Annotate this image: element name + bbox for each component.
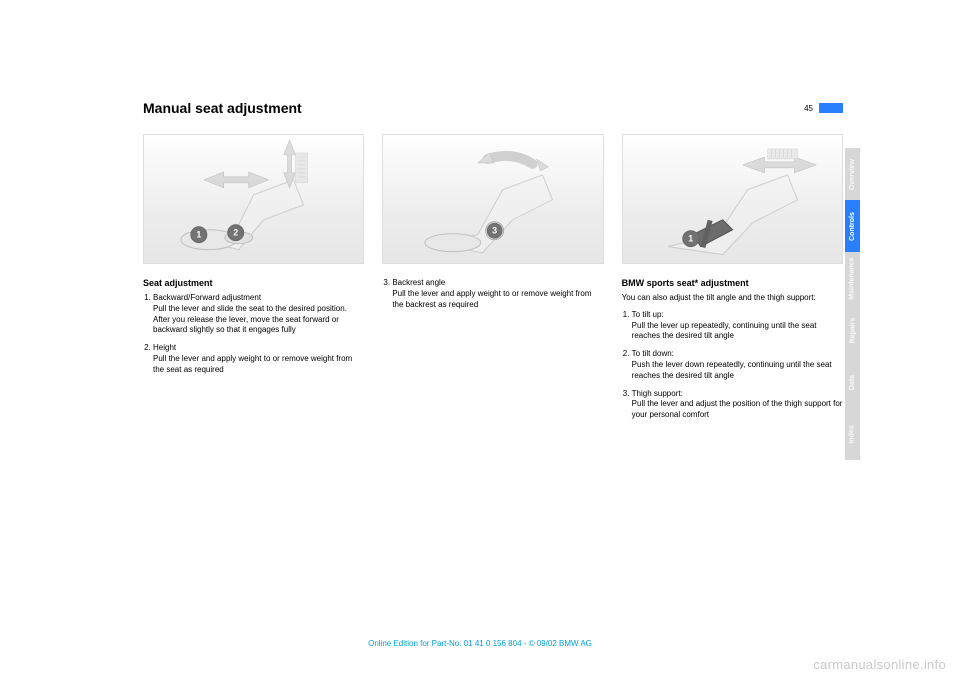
svg-text:3: 3 [492,226,497,236]
tab-maintenance[interactable]: Maintenance [845,252,860,304]
tab-index[interactable]: Index [845,408,860,460]
tab-label: Overview [849,158,856,189]
col3-subhead: BMW sports seat* adjustment [622,278,843,288]
watermark: carmanualsonline.info [813,657,946,672]
column-3: 1 BMW sports seat* adjustment You can al… [622,134,843,428]
list-item: To tilt up: Pull the lever up repeatedly… [632,310,843,342]
item-body: Pull the lever and adjust the position o… [632,399,843,419]
svg-text:2: 2 [233,228,238,238]
col1-subhead: Seat adjustment [143,278,364,288]
list-item: Height Pull the lever and apply weight t… [153,343,364,375]
page-content: Manual seat adjustment 45 1 2 [143,100,843,428]
columns: 1 2 Seat adjustment [143,134,843,428]
figure-backrest: 3 [382,134,603,264]
tab-label: Index [849,425,856,443]
list-item: To tilt down: Push the lever down repeat… [632,349,843,381]
item-head: To tilt up: [632,310,843,321]
item-head: Height [153,343,364,354]
column-2: 3 Backrest angle Pull the lever and appl… [382,134,603,428]
tab-label: Controls [849,212,856,241]
item-head: Backward/Forward adjustment [153,293,364,304]
seat-illustration-1: 1 2 [144,135,363,264]
footer-copyright: Online Edition for Part-No. 01 41 0 156 … [0,639,960,648]
tab-controls[interactable]: Controls [845,200,860,252]
header-row: Manual seat adjustment 45 [143,100,843,116]
item-head: Backrest angle [392,278,603,289]
list-item: Backward/Forward adjustment Pull the lev… [153,293,364,336]
page-marker [819,103,843,113]
svg-text:1: 1 [688,234,693,244]
tab-label: Data [849,374,856,389]
tab-repairs[interactable]: Repairs [845,304,860,356]
tab-label: Maintenance [849,257,856,299]
list-item: Thigh support: Pull the lever and adjust… [632,389,843,421]
seat-illustration-2: 3 [383,135,602,264]
page-title: Manual seat adjustment [143,100,804,116]
section-tabs: Overview Controls Maintenance Repairs Da… [845,148,860,460]
item-body: Pull the lever up repeatedly, continuing… [632,321,817,341]
column-1: 1 2 Seat adjustment [143,134,364,428]
item-body: Pull the lever and apply weight to or re… [392,289,591,309]
item-body: Push the lever down repeatedly, continui… [632,360,832,380]
item-body: Pull the lever and apply weight to or re… [153,354,352,374]
seat-illustration-3: 1 [623,135,842,264]
col2-list: Backrest angle Pull the lever and apply … [382,278,603,310]
tab-overview[interactable]: Overview [845,148,860,200]
figure-sports-seat: 1 [622,134,843,264]
col3-list: To tilt up: Pull the lever up repeatedly… [622,310,843,421]
item-head: To tilt down: [632,349,843,360]
svg-text:1: 1 [196,230,201,240]
figure-seat-fwd-height: 1 2 [143,134,364,264]
col1-list: Backward/Forward adjustment Pull the lev… [143,293,364,376]
tab-label: Repairs [849,317,856,343]
item-head: Thigh support: [632,389,843,400]
col3-intro: You can also adjust the tilt angle and t… [622,293,843,304]
page-number: 45 [804,104,813,113]
tab-data[interactable]: Data [845,356,860,408]
list-item: Backrest angle Pull the lever and apply … [392,278,603,310]
item-body: Pull the lever and slide the seat to the… [153,304,347,335]
